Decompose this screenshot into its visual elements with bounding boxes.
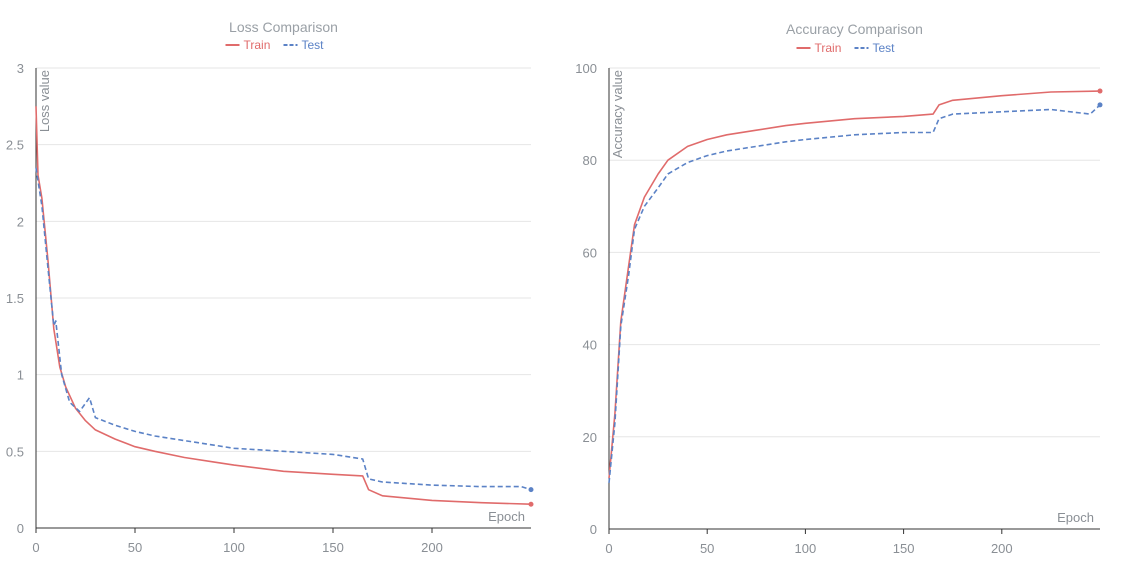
series-line-test: [608, 104, 1101, 483]
x-tick-label: 50: [700, 541, 714, 556]
series-endpoint-train: [1097, 88, 1103, 94]
series-endpoint-test: [528, 487, 534, 493]
y-tick-label: 0: [590, 522, 597, 537]
y-tick-label: 0.5: [6, 444, 24, 459]
legend-label-test: Test: [873, 41, 896, 55]
y-axis-label: Accuracy value: [610, 70, 625, 158]
x-tick-label: 100: [223, 540, 245, 555]
x-axis-label: Epoch: [488, 509, 525, 524]
loss-comparison-chart: 0 0.5 1 1.5 2 2.5 3 0 50 100 150 200 Epoch Loss value…: [6, 19, 534, 555]
x-tick-label: 200: [991, 541, 1013, 556]
y-tick-label: 60: [583, 245, 597, 260]
accuracy-comparison-chart: 0 20 40 60 80 100 0 50 100 150 200 Epoch Accuracy va…: [575, 21, 1103, 556]
legend-label-train: Train: [815, 41, 842, 55]
series-endpoint-train: [528, 501, 534, 507]
chart-title: Accuracy Comparison: [786, 21, 923, 37]
x-tick-label: 50: [128, 540, 142, 555]
x-axis-label: Epoch: [1057, 510, 1094, 525]
y-tick-label: 40: [583, 338, 597, 353]
chart-title: Loss Comparison: [229, 19, 338, 35]
y-tick-label: 1: [17, 368, 24, 383]
series-line-test: [35, 167, 532, 491]
legend: Train Test: [796, 41, 896, 55]
y-tick-label: 20: [583, 430, 597, 445]
legend-label-train: Train: [244, 38, 271, 52]
x-tick-label: 0: [32, 540, 39, 555]
y-tick-label: 3: [17, 61, 24, 76]
x-tick-label: 200: [421, 540, 443, 555]
legend-label-test: Test: [302, 38, 325, 52]
series-endpoint-test: [1097, 102, 1103, 108]
x-tick-label: 150: [322, 540, 344, 555]
y-axis-label: Loss value: [37, 70, 52, 132]
x-tick-label: 100: [795, 541, 817, 556]
x-tick-label: 150: [893, 541, 915, 556]
y-tick-label: 2.5: [6, 138, 24, 153]
y-tick-label: 80: [583, 153, 597, 168]
series-line-train: [608, 90, 1101, 479]
y-tick-label: 2: [17, 214, 24, 229]
x-tick-label: 0: [605, 541, 612, 556]
y-tick-label: 0: [17, 521, 24, 536]
y-tick-label: 1.5: [6, 291, 24, 306]
series-line-train: [35, 106, 532, 505]
legend: Train Test: [225, 38, 325, 52]
y-tick-label: 100: [575, 61, 597, 76]
